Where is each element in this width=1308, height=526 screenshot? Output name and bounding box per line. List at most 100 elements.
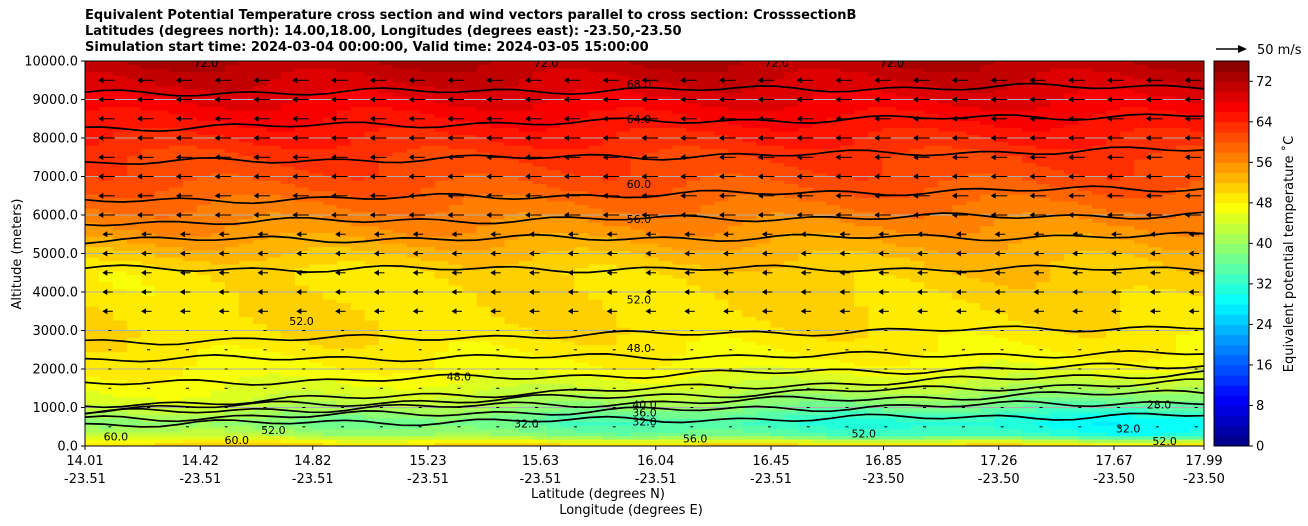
field-cell (700, 194, 716, 199)
field-cell (308, 194, 324, 199)
field-cell (658, 355, 674, 360)
field-cell (476, 271, 492, 276)
field-cell (518, 292, 534, 297)
field-cell (378, 320, 394, 325)
field-cell (560, 386, 576, 391)
field-cell (504, 176, 520, 181)
field-cell (85, 162, 100, 167)
field-cell (686, 330, 702, 335)
field-cell (560, 355, 576, 360)
field-cell (196, 120, 212, 125)
field-cell (266, 281, 282, 286)
field-cell (280, 285, 296, 290)
field-cell (98, 274, 114, 279)
field-cell (196, 330, 212, 335)
field-cell (364, 190, 380, 195)
field-cell (280, 393, 296, 398)
field-cell (266, 404, 282, 409)
field-cell (644, 99, 660, 104)
field-cell (308, 120, 324, 125)
field-cell (546, 435, 562, 440)
field-cell (644, 372, 660, 377)
field-cell (658, 390, 674, 395)
field-cell (336, 85, 352, 90)
field-cell (350, 183, 366, 188)
field-cell (168, 211, 184, 216)
field-cell (350, 264, 366, 269)
field-cell (616, 281, 632, 286)
field-cell (126, 299, 142, 304)
field-cell (140, 428, 156, 433)
field-cell (602, 64, 618, 69)
field-cell (266, 225, 282, 230)
field-cell (490, 278, 506, 283)
field-cell (602, 229, 618, 234)
field-cell (364, 222, 380, 227)
field-cell (448, 281, 464, 286)
field-cell (658, 190, 674, 195)
field-cell (392, 215, 408, 220)
field-cell (644, 407, 660, 412)
field-cell (644, 365, 660, 370)
field-cell (224, 330, 240, 335)
field-cell (658, 106, 674, 111)
field-cell (294, 61, 310, 66)
field-cell (518, 61, 534, 66)
field-cell (644, 316, 660, 321)
field-cell (406, 330, 422, 335)
field-cell (616, 194, 632, 199)
field-cell (336, 376, 352, 381)
field-cell (364, 250, 380, 255)
field-cell (644, 390, 660, 395)
field-cell (518, 383, 534, 388)
field-cell (504, 96, 520, 101)
field-cell (686, 225, 702, 230)
field-cell (98, 330, 114, 335)
field-cell (196, 85, 212, 90)
field-cell (294, 183, 310, 188)
field-cell (182, 274, 198, 279)
field-cell (308, 295, 324, 300)
field-cell (336, 204, 352, 209)
field-cell (322, 110, 338, 115)
field-cell (686, 166, 702, 171)
field-cell (434, 215, 450, 220)
field-cell (462, 124, 478, 129)
field-cell (686, 152, 702, 157)
field-cell (644, 138, 660, 143)
field-cell (672, 348, 688, 353)
field-cell (182, 407, 198, 412)
field-cell (462, 386, 478, 391)
field-cell (238, 75, 254, 80)
field-cell (85, 173, 100, 178)
field-cell (322, 155, 338, 160)
field-cell (392, 190, 408, 195)
field-cell (700, 75, 716, 80)
field-cell (420, 169, 436, 174)
field-cell (686, 435, 702, 440)
field-cell (154, 215, 170, 220)
field-cell (630, 369, 646, 374)
field-cell (252, 96, 268, 101)
field-cell (126, 313, 142, 318)
field-cell (210, 75, 226, 80)
field-cell (252, 187, 268, 192)
field-cell (98, 435, 114, 440)
field-cell (392, 295, 408, 300)
field-cell (616, 225, 632, 230)
field-cell (504, 341, 520, 346)
field-cell (364, 82, 380, 87)
field-cell (588, 183, 604, 188)
field-cell (476, 243, 492, 248)
field-cell (686, 358, 702, 363)
field-cell (308, 124, 324, 129)
field-cell (378, 418, 394, 423)
field-cell (196, 253, 212, 258)
field-cell (112, 124, 128, 129)
field-cell (196, 187, 212, 192)
field-cell (588, 162, 604, 167)
field-cell (700, 229, 716, 234)
field-cell (210, 260, 226, 265)
field-cell (126, 169, 142, 174)
field-cell (462, 225, 478, 230)
